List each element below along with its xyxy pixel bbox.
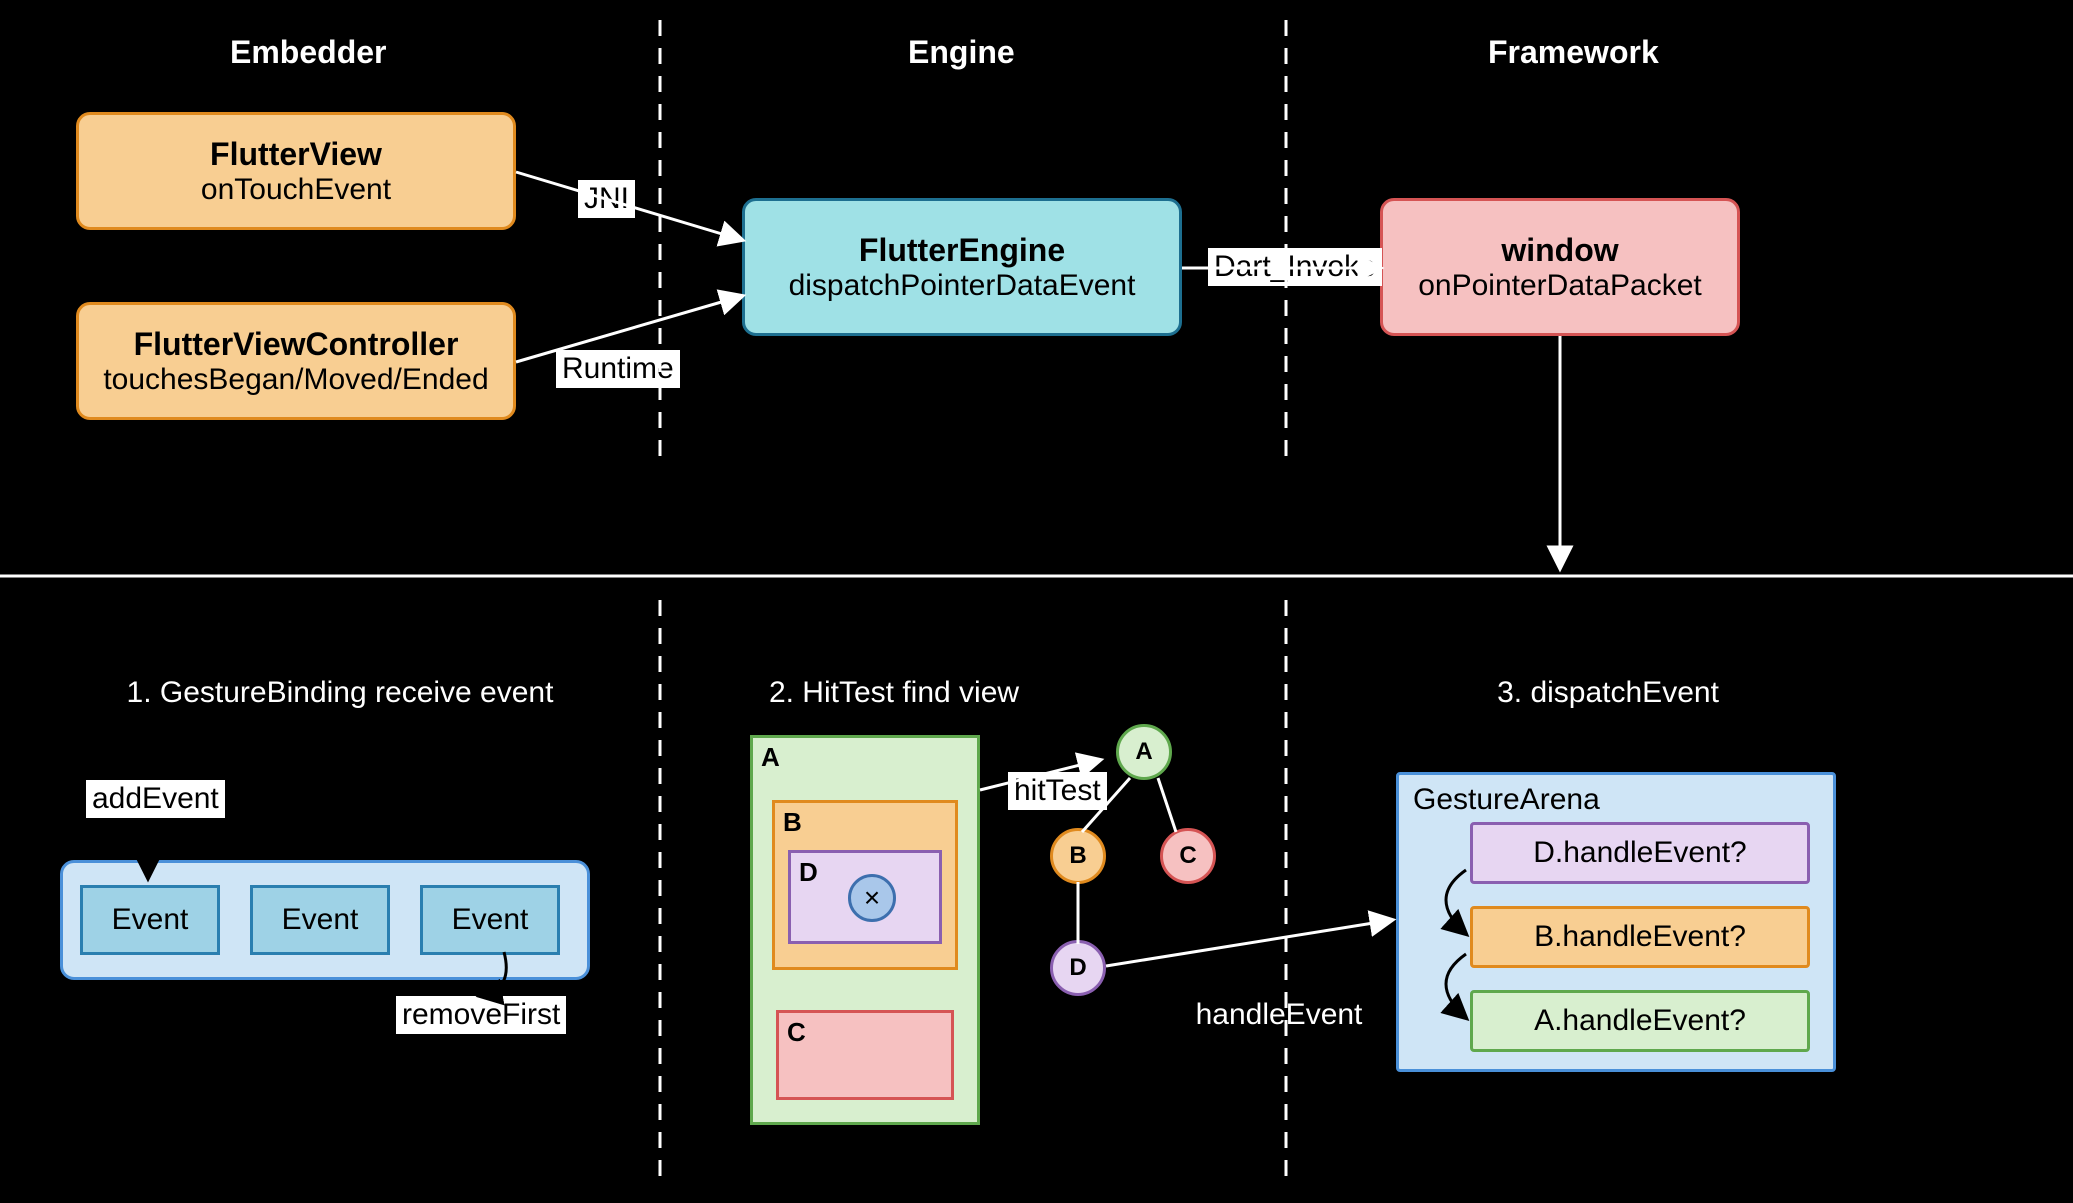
- rect-d-label: D: [799, 857, 818, 888]
- gesture-arena-title: GestureArena: [1413, 783, 1600, 817]
- arena-item: A.handleEvent?: [1470, 990, 1810, 1052]
- event-item: Event: [420, 885, 560, 955]
- event-item: Event: [80, 885, 220, 955]
- label-removefirst: removeFirst: [396, 996, 566, 1034]
- label-hittest: hitTest: [1008, 772, 1107, 810]
- node-win-sub: onPointerDataPacket: [1418, 269, 1702, 303]
- node-fvc-sub: touchesBegan/Moved/Ended: [103, 363, 488, 397]
- tree-node-a: A: [1116, 724, 1172, 780]
- tree-node-c: C: [1160, 828, 1216, 884]
- heading-embedder: Embedder: [230, 34, 386, 71]
- section-title-dispatch: 3. dispatchEvent: [1458, 676, 1758, 710]
- label-jni: JNI: [578, 180, 635, 218]
- heading-engine: Engine: [908, 34, 1015, 71]
- node-fvc-title: FlutterViewController: [134, 326, 459, 363]
- arena-item: B.handleEvent?: [1470, 906, 1810, 968]
- event-item: Event: [250, 885, 390, 955]
- section-title-hittest: 2. HitTest find view: [744, 676, 1044, 710]
- node-flutter-view-controller: FlutterViewController touchesBegan/Moved…: [76, 302, 516, 420]
- label-runtime: Runtime: [556, 350, 680, 388]
- node-flutter-view: FlutterView onTouchEvent: [76, 112, 516, 230]
- rect-c-label: C: [787, 1017, 806, 1048]
- section-title-queue: 1. GestureBinding receive event: [110, 676, 570, 710]
- tree-node-d: D: [1050, 940, 1106, 996]
- node-fe-title: FlutterEngine: [859, 232, 1065, 269]
- node-flutter-engine: FlutterEngine dispatchPointerDataEvent: [742, 198, 1182, 336]
- node-flutter-view-sub: onTouchEvent: [201, 173, 391, 207]
- rect-c: C: [776, 1010, 954, 1100]
- label-dart-invoke: Dart_Invoke: [1208, 248, 1382, 286]
- arena-item: D.handleEvent?: [1470, 822, 1810, 884]
- node-flutter-view-title: FlutterView: [210, 136, 382, 173]
- node-win-title: window: [1501, 232, 1618, 269]
- tree-node-b: B: [1050, 828, 1106, 884]
- rect-b-label: B: [783, 807, 802, 838]
- node-fe-sub: dispatchPointerDataEvent: [789, 269, 1136, 303]
- heading-framework: Framework: [1488, 34, 1659, 71]
- rect-a-label: A: [761, 742, 780, 773]
- label-addevent: addEvent: [86, 780, 225, 818]
- label-handleevent: handleEvent: [1184, 998, 1374, 1032]
- click-target-icon: ×: [848, 874, 896, 922]
- node-window: window onPointerDataPacket: [1380, 198, 1740, 336]
